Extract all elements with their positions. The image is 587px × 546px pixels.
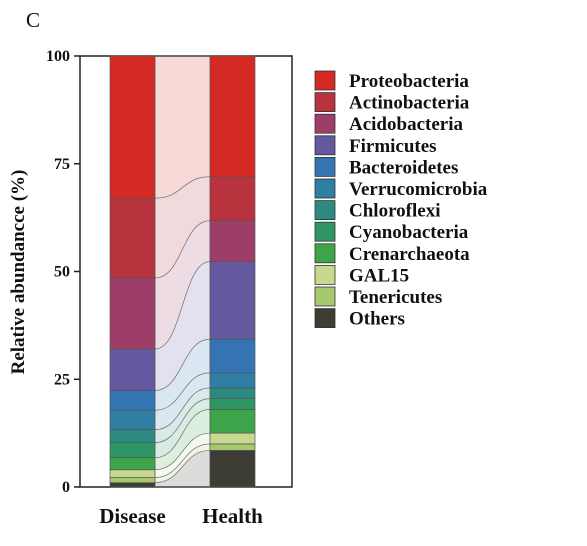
y-tick-label: 0 [62, 479, 70, 496]
bar-health-bacteroidetes [209, 338, 256, 374]
legend-swatch-chloroflexi [314, 200, 336, 221]
bar-health-cyanobacteria [209, 398, 256, 410]
legend-swatch-acidobacteria [314, 113, 336, 134]
stacked-bars [109, 55, 256, 488]
legend-swatch-cyanobacteria [314, 221, 336, 242]
legend-label-chloroflexi: Chloroflexi [349, 201, 440, 222]
legend-swatch-bacteroidetes [314, 156, 336, 177]
bar-health-crenarchaeota [209, 409, 256, 434]
bar-disease-gal15 [109, 469, 156, 478]
bar-health-firmicutes [209, 261, 256, 340]
y-tick-label: 50 [54, 264, 70, 281]
legend-swatch-actinobacteria [314, 92, 336, 112]
legend-label-crenarchaeota: Crenarchaeota [349, 244, 470, 265]
y-axis-label: Relative abundancce (%) [8, 170, 29, 375]
legend-swatch-proteobacteria [314, 70, 336, 91]
bar-health-tenericutes [209, 443, 256, 451]
bar-health-acidobacteria [209, 220, 256, 262]
legend-label-bacteroidetes: Bacteroidetes [349, 157, 458, 178]
panel-label: C [26, 8, 41, 32]
bar-disease-proteobacteria [109, 55, 156, 199]
legend-swatch-firmicutes [314, 135, 336, 156]
bar-disease-crenarchaeota [109, 457, 156, 471]
bar-disease-cyanobacteria [109, 442, 156, 459]
legend-label-tenericutes: Tenericutes [349, 287, 442, 308]
bar-health-others [209, 450, 256, 488]
x-category-label: Disease [99, 504, 166, 528]
legend-label-acidobacteria: Acidobacteria [349, 114, 463, 135]
bar-disease-tenericutes [109, 477, 156, 484]
legend-swatch-tenericutes [314, 286, 336, 307]
y-axis-ticks: 0 25 50 75 100 [46, 48, 80, 496]
legend-swatch-others [314, 308, 336, 329]
flow-proteobacteria [154, 55, 211, 199]
legend: ProteobacteriaActinobacteriaAcidobacteri… [314, 70, 488, 330]
legend-label-verrucomicrobia: Verrucomicrobia [349, 179, 488, 200]
bar-health-verrucomicrobia [209, 372, 256, 389]
y-tick-label: 25 [54, 371, 70, 388]
bar-disease-others [109, 482, 156, 488]
legend-label-cyanobacteria: Cyanobacteria [349, 222, 469, 243]
bar-disease-acidobacteria [109, 277, 156, 350]
legend-label-firmicutes: Firmicutes [349, 136, 437, 157]
legend-swatch-verrucomicrobia [314, 178, 336, 199]
bar-health-actinobacteria [209, 176, 256, 221]
bar-disease-verrucomicrobia [109, 409, 156, 431]
x-category-label: Health [202, 504, 263, 528]
legend-label-proteobacteria: Proteobacteria [349, 71, 469, 92]
legend-label-others: Others [349, 309, 405, 330]
legend-label-actinobacteria: Actinobacteria [349, 93, 470, 114]
legend-swatch-crenarchaeota [314, 243, 336, 264]
y-tick-label: 100 [46, 48, 70, 65]
bar-health-gal15 [209, 432, 256, 445]
bar-disease-firmicutes [109, 348, 156, 391]
bar-disease-bacteroidetes [109, 390, 156, 411]
bar-disease-chloroflexi [109, 429, 156, 443]
bar-health-chloroflexi [209, 387, 256, 399]
legend-swatch-gal15 [314, 264, 336, 285]
x-axis-categories: Disease Health [99, 504, 263, 528]
bar-health-proteobacteria [209, 55, 256, 178]
flow-links [154, 55, 211, 488]
y-tick-label: 75 [54, 156, 70, 173]
legend-label-gal15: GAL15 [349, 265, 409, 286]
bar-disease-actinobacteria [109, 197, 156, 279]
